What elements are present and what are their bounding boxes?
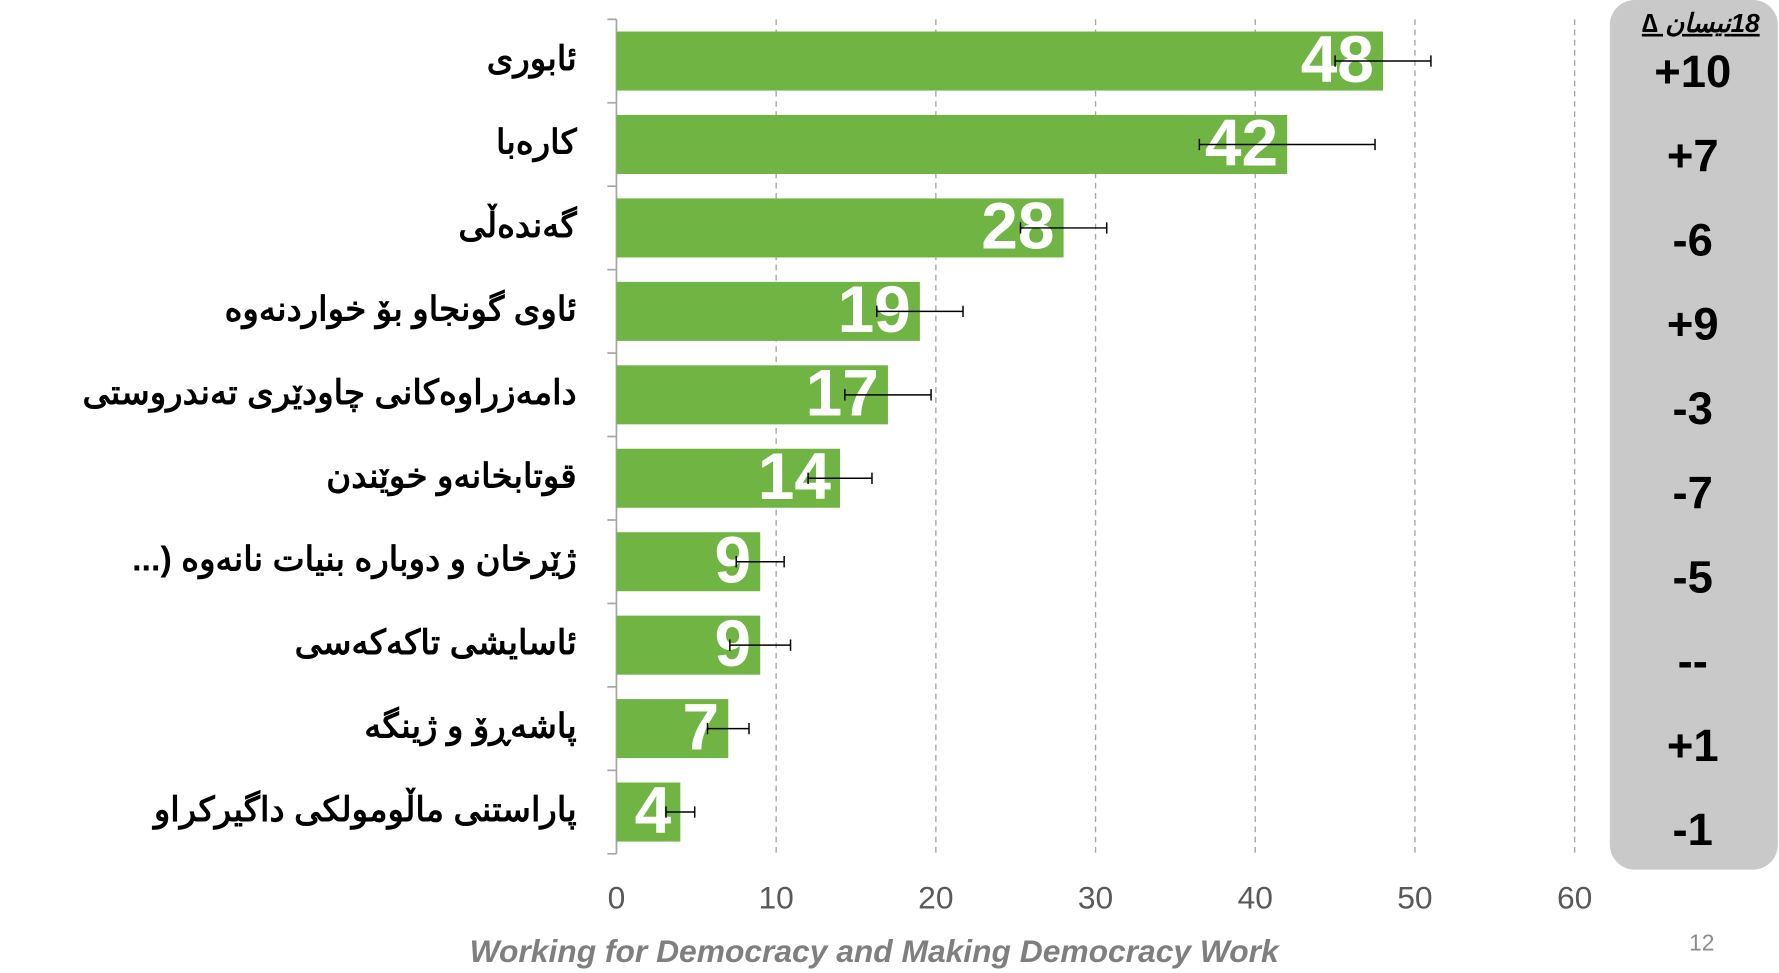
category-label: قوتابخانەو خوێندن: [326, 457, 576, 496]
delta-value: +10: [1654, 46, 1731, 97]
delta-header: 18نیسان ∆: [1642, 8, 1760, 38]
value-label: 19: [838, 272, 911, 346]
category-label: پاشەڕۆ و ژینگە: [364, 706, 576, 747]
bar: [616, 448, 841, 508]
bar: [616, 114, 1288, 175]
category-label: ئابوری: [487, 40, 577, 79]
bar: [616, 365, 888, 425]
delta-value: -1: [1673, 804, 1713, 855]
delta-value: --: [1678, 636, 1708, 687]
x-tick-label: 40: [1238, 880, 1273, 916]
delta-value: -5: [1673, 551, 1713, 602]
value-label: 28: [981, 189, 1054, 263]
category-label: پاراستنی ماڵومولکی داگیرکراو: [152, 787, 577, 830]
page-number: 12: [1689, 930, 1714, 956]
bar: [616, 281, 920, 341]
delta-value: +9: [1667, 299, 1719, 350]
delta-value: +1: [1667, 720, 1719, 771]
category-label: دامەزراوەکانی چاودێری تەندروستی: [83, 374, 577, 413]
category-label: ژێرخان و دوبارە بنیات نانەوە (...: [132, 541, 577, 580]
x-tick-label: 10: [758, 880, 793, 916]
value-label: 7: [683, 689, 720, 763]
x-tick-label: 60: [1557, 880, 1592, 916]
value-label: 42: [1205, 105, 1278, 179]
x-tick-label: 50: [1397, 880, 1432, 916]
x-tick-label: 20: [918, 880, 953, 916]
x-tick-label: 30: [1078, 880, 1113, 916]
delta-value: +7: [1667, 130, 1719, 181]
bar: [616, 31, 1384, 91]
category-label: ئاسایشی تاکەکەسی: [295, 624, 577, 662]
value-label: 9: [714, 523, 751, 597]
delta-value: -6: [1673, 214, 1713, 265]
category-label: ئاوی گونجاو بۆ خواردنەوە: [225, 288, 577, 329]
value-label: 9: [714, 606, 751, 680]
category-label: کارەبا: [496, 123, 578, 162]
footer: Working for Democracy and Making Democra…: [470, 933, 1280, 969]
value-label: 14: [758, 439, 832, 513]
x-tick-label: 0: [608, 880, 626, 916]
delta-value: -3: [1673, 383, 1713, 434]
bar: [616, 198, 1064, 258]
delta-panel: [1609, 0, 1778, 870]
delta-value: -7: [1673, 467, 1713, 518]
value-label: 48: [1301, 22, 1374, 96]
value-label: 17: [806, 356, 879, 430]
category-label: گەندەڵی: [458, 203, 577, 245]
